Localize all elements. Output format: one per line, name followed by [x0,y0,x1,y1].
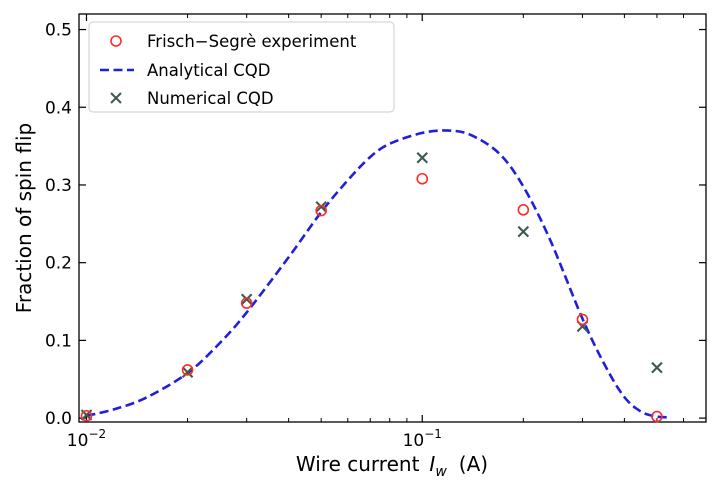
legend: Frisch−Segrè experiment Analytical CQD N… [88,21,395,113]
experiment-markers [80,172,663,423]
x-tick-label-base: 10 [67,431,89,451]
numerical-cqd-point [651,361,663,374]
x-tick-label-exponent: −2 [88,427,106,441]
y-tick-label: 0.1 [45,331,72,351]
x-tick-label-base: 10 [403,431,425,451]
numerical-cqd-point-stroke [517,225,530,238]
x-axis-label-text: Wire current [296,452,420,476]
x-axis-label: Wire current Iw (A) [296,452,488,480]
numerical-cqd-markers [80,152,663,421]
numerical-cqd-point [517,225,530,238]
legend-numerical-marker [110,92,122,104]
experiment-point [576,313,589,326]
y-tick-label: 0.3 [45,176,72,196]
x-axis-ticks: 10−2 10−1 [67,14,685,451]
x-tick-label: 10−1 [403,427,442,451]
x-axis-label-subscript: w [435,464,447,480]
x-tick-label: 10−2 [67,427,106,451]
numerical-cqd-point-stroke [240,293,253,305]
experiment-point [416,172,429,185]
numerical-cqd-point-stroke [315,200,327,213]
experiment-point [315,204,327,217]
numerical-cqd-point-stroke [416,152,428,164]
y-tick-label: 0.5 [45,21,72,41]
y-tick-label: 0.2 [45,254,72,274]
experiment-point [181,364,194,376]
legend-experiment-label: Frisch−Segrè experiment [147,32,357,51]
x-axis-label-symbol: I [429,452,435,476]
legend-experiment-marker [110,35,122,47]
numerical-cqd-point [315,200,327,213]
analytical-cqd-line [86,129,671,419]
experiment-point [80,409,93,422]
y-tick-label: 0.4 [45,98,72,118]
numerical-cqd-point-stroke [181,366,194,379]
legend-box [88,21,395,113]
plot-content [80,129,671,423]
numerical-cqd-point [416,152,428,164]
numerical-cqd-point [240,293,253,305]
x-axis-label-unit: (A) [459,452,488,476]
legend-analytical-label: Analytical CQD [147,61,270,80]
experiment-point [240,297,253,309]
experiment-point [651,410,663,423]
numerical-cqd-point-stroke [651,361,663,374]
experiment-point [517,204,530,216]
y-axis-label: Fraction of spin flip [12,123,36,313]
y-tick-label: 0.0 [45,409,72,429]
x-tick-label-exponent: −1 [424,427,442,441]
legend-numerical-label: Numerical CQD [147,89,274,108]
numerical-cqd-point [181,366,194,379]
y-axis-ticks: 0.0 0.1 0.2 0.3 0.4 0.5 [45,21,706,429]
